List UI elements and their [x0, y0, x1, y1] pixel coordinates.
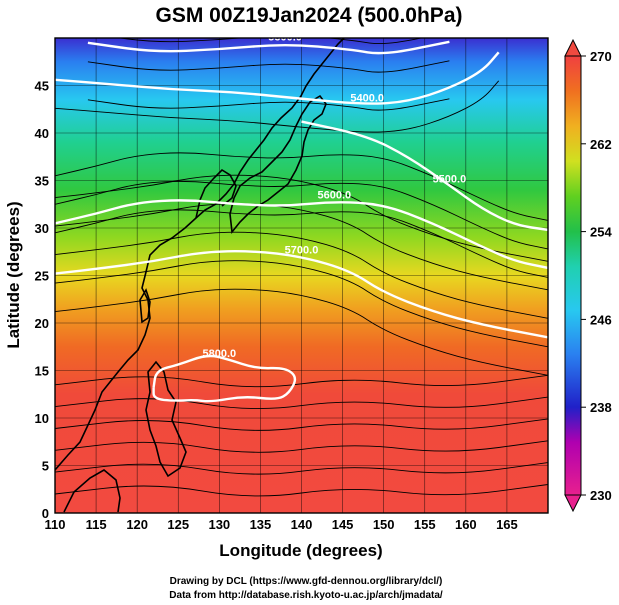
streamline	[87, 98, 450, 111]
x-tick-label: 130	[208, 517, 230, 532]
coastline-taiwan	[139, 288, 151, 324]
x-tick-label: 160	[455, 517, 477, 532]
streamline	[55, 462, 548, 475]
contour-label-closed: 5800.0	[203, 348, 237, 360]
contour-label: 5500.0	[433, 173, 467, 185]
credit-data: Data from http://database.rish.kyoto-u.a…	[169, 590, 443, 601]
colorbar-ramp	[564, 55, 582, 496]
y-tick-label: 40	[35, 126, 49, 141]
x-tick-label: 135	[250, 517, 272, 532]
x-tick-label: 140	[291, 517, 313, 532]
y-tick-label: 25	[35, 269, 49, 284]
contour-line	[301, 120, 548, 232]
y-tick-label: 35	[35, 174, 49, 189]
contour-label: 5700.0	[285, 245, 319, 257]
x-tick-label: 165	[496, 517, 518, 532]
colorbar-tick-label: 262	[590, 137, 612, 152]
x-axis: 110 115 120 125 130 135 140 145 150 155 160 165	[45, 517, 518, 532]
colorbar-tick-label: 254	[590, 225, 612, 240]
contour-line	[87, 40, 450, 55]
streamline	[55, 288, 548, 376]
coastline-borneo	[63, 469, 121, 513]
contour-line	[55, 199, 548, 270]
contour-label: 5300.0	[268, 32, 302, 44]
y-tick-label: 5	[42, 459, 49, 474]
x-tick-label: 120	[126, 517, 148, 532]
y-axis-label: Latitude (degrees)	[4, 201, 23, 348]
y-tick-label: 45	[35, 79, 49, 94]
streamline	[55, 260, 548, 348]
y-tick-label: 30	[35, 221, 49, 236]
contour-line-closed	[152, 354, 297, 403]
contour-line	[55, 51, 500, 105]
streamline	[55, 80, 500, 133]
x-tick-label: 115	[86, 517, 107, 532]
streamline	[55, 209, 548, 278]
colorbar-tick-label: 238	[590, 400, 612, 415]
y-tick-label: 0	[42, 506, 49, 521]
coastline-philippines	[145, 360, 187, 478]
plot-frame	[54, 37, 549, 514]
colorbar-ticks: 230 238 246 254 262 270	[581, 49, 612, 503]
colorbar-min-arrow	[564, 494, 582, 513]
credit-drawing: Drawing by DCL (https://www.gfd-dennou.o…	[170, 576, 443, 587]
streamline	[55, 180, 548, 250]
colorbar-tick-label: 230	[590, 488, 612, 503]
streamline	[55, 152, 548, 221]
coastline-japan	[229, 94, 327, 235]
y-tick-label: 20	[35, 316, 49, 331]
plot-area: 5300.0 5400.0 5500.0 5600.0 5700.0 5800.0	[54, 32, 549, 514]
chart-title: GSM 00Z19Jan2024 (500.0hPa)	[155, 4, 462, 27]
y-tick-label: 15	[35, 364, 49, 379]
x-tick-label: 145	[332, 517, 354, 532]
colorbar: 230 238 246 254 262 270	[564, 38, 612, 513]
streamline	[55, 231, 548, 319]
streamline	[55, 484, 548, 497]
x-tick-label: 125	[167, 517, 189, 532]
streamline	[55, 396, 548, 409]
contour-line	[55, 250, 548, 339]
streamline	[55, 374, 548, 388]
height-contours: 5300.0 5400.0 5500.0 5600.0 5700.0 5800.0	[55, 32, 548, 403]
colorbar-tick-label: 246	[590, 312, 612, 327]
streamline	[55, 174, 548, 262]
colorbar-tick-label: 270	[590, 49, 612, 64]
streamline	[87, 60, 450, 73]
x-axis-label: Longitude (degrees)	[219, 541, 382, 560]
x-tick-label: 150	[373, 517, 395, 532]
coastline-korea	[195, 168, 237, 219]
x-tick-label: 155	[414, 517, 436, 532]
y-tick-label: 10	[35, 411, 49, 426]
colorbar-max-arrow	[564, 38, 582, 57]
contour-label: 5600.0	[318, 189, 352, 201]
streamline	[55, 440, 548, 453]
y-axis: 0 5 10 15 20 25 30 35 40 45	[35, 79, 49, 522]
contour-label: 5400.0	[350, 93, 384, 105]
x-tick-label: 110	[45, 517, 66, 532]
streamline	[55, 418, 548, 431]
